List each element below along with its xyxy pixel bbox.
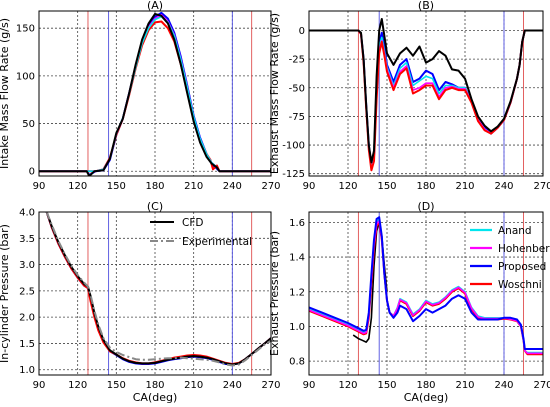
x-tick-label: 90 bbox=[33, 181, 46, 192]
y-tick-label: 1.5 bbox=[19, 339, 35, 350]
panel-d: 90 120 150 180 210 240 270 0.8 1.0 1.2 1.4 1.6 (D) CA… bbox=[268, 200, 550, 404]
y-tick-label: -50 bbox=[289, 83, 305, 94]
y-axis-label: Exhaust Mass Flow Rate (g/s) bbox=[268, 13, 281, 174]
x-tick-label: 120 bbox=[68, 181, 87, 192]
panel-title: (A) bbox=[147, 0, 163, 12]
series-line-3 bbox=[45, 212, 271, 367]
plot-frame bbox=[38, 211, 272, 376]
legend-label: Anand bbox=[498, 225, 532, 237]
y-axis-label: In-cylinder Pressure (bar) bbox=[0, 224, 11, 363]
y-tick-label: 4.0 bbox=[19, 208, 35, 219]
x-tick-label: 180 bbox=[416, 380, 435, 391]
x-tick-label: 210 bbox=[184, 380, 203, 391]
panel-title: (C) bbox=[147, 200, 163, 213]
panel-title: (B) bbox=[418, 0, 434, 12]
x-tick-label: 210 bbox=[455, 380, 474, 391]
y-tick-label: 2.0 bbox=[19, 313, 35, 324]
plot-frame bbox=[308, 10, 544, 177]
x-tick-label: 150 bbox=[107, 380, 126, 391]
legend-label: Woschni bbox=[498, 279, 542, 291]
panel-c: 90 120 150 180 210 240 270 1.0 1.5 2.0 2.5 3.0 3.5 4.… bbox=[0, 200, 281, 404]
x-tick-label: 270 bbox=[261, 181, 280, 192]
x-tick-label: 270 bbox=[533, 181, 550, 192]
x-tick-label: 150 bbox=[377, 181, 396, 192]
x-axis-label: CA(deg) bbox=[404, 391, 449, 404]
series-line-2 bbox=[45, 212, 271, 366]
legend-label: Proposed bbox=[498, 261, 546, 273]
x-tick-label: 120 bbox=[338, 380, 357, 391]
y-tick-label: 3.5 bbox=[19, 234, 35, 245]
x-axis-label: CA(deg) bbox=[133, 391, 178, 404]
y-tick-label: 50 bbox=[22, 119, 35, 130]
x-tick-label: 240 bbox=[494, 181, 513, 192]
panel-b: 90 120 150 180 210 240 270 0 -25 -50 -75 -100 -125 (B… bbox=[268, 0, 550, 192]
series-line-0 bbox=[39, 11, 271, 176]
y-tick-label: 1.0 bbox=[289, 322, 305, 333]
y-tick-label: 100 bbox=[16, 71, 35, 82]
series-group bbox=[45, 212, 271, 367]
x-tick-label: 210 bbox=[184, 181, 203, 192]
x-tick-label: 120 bbox=[338, 181, 357, 192]
y-tick-label: -75 bbox=[289, 112, 305, 123]
legend: CFD Experimental bbox=[150, 217, 252, 248]
series-line-proposed bbox=[309, 216, 543, 350]
legend-label: Hohenberg bbox=[498, 243, 550, 255]
x-tick-label: 90 bbox=[303, 181, 316, 192]
x-tick-label: 180 bbox=[145, 380, 164, 391]
y-tick-label: 0 bbox=[29, 167, 35, 178]
x-tick-label: 240 bbox=[223, 181, 242, 192]
x-tick-label: 270 bbox=[533, 380, 550, 391]
y-axis-label: Exhaust Pressure (bar) bbox=[268, 231, 281, 356]
x-tick-label: 240 bbox=[494, 380, 513, 391]
x-tick-label: 180 bbox=[416, 181, 435, 192]
y-tick-label: 0.8 bbox=[289, 357, 305, 368]
y-tick-label: -125 bbox=[282, 169, 305, 180]
x-tick-label: 90 bbox=[33, 380, 46, 391]
series-group bbox=[39, 11, 271, 176]
y-tick-label: 0 bbox=[299, 26, 305, 37]
series-line-0 bbox=[45, 212, 271, 366]
series-line-1 bbox=[45, 212, 271, 365]
y-tick-label: -100 bbox=[282, 141, 305, 152]
x-tick-label: 120 bbox=[68, 380, 87, 391]
y-tick-label: 1.0 bbox=[19, 365, 35, 376]
plot-frame bbox=[308, 211, 544, 376]
y-axis-label: Intake Mass Flow Rate (g/s) bbox=[0, 18, 11, 169]
x-tick-label: 150 bbox=[377, 380, 396, 391]
x-tick-label: 240 bbox=[223, 380, 242, 391]
series-group bbox=[309, 18, 543, 172]
y-tick-label: 3.0 bbox=[19, 260, 35, 271]
y-tick-label: 1.2 bbox=[289, 287, 305, 298]
x-tick-label: 180 bbox=[145, 181, 164, 192]
y-tick-label: 1.6 bbox=[289, 218, 305, 229]
y-tick-label: 1.4 bbox=[289, 253, 305, 264]
y-tick-label: 2.5 bbox=[19, 286, 35, 297]
series-line-4 bbox=[309, 18, 543, 164]
x-tick-label: 270 bbox=[261, 380, 280, 391]
plot-frame bbox=[38, 10, 272, 177]
legend: Anand Hohenberg Proposed Woschni bbox=[470, 225, 550, 291]
legend-label: Experimental bbox=[182, 236, 252, 248]
series-group bbox=[309, 216, 543, 356]
y-tick-label: 150 bbox=[16, 24, 35, 35]
panel-title: (D) bbox=[417, 200, 434, 213]
x-tick-label: 150 bbox=[107, 181, 126, 192]
x-tick-label: 210 bbox=[455, 181, 474, 192]
y-tick-label: -25 bbox=[289, 55, 305, 66]
legend-label: CFD bbox=[182, 217, 203, 229]
panel-a: 90 120 150 180 210 240 270 0 50 100 150 (A) Intake M… bbox=[0, 0, 281, 192]
x-tick-label: 90 bbox=[303, 380, 316, 391]
series-line-4 bbox=[39, 12, 271, 176]
